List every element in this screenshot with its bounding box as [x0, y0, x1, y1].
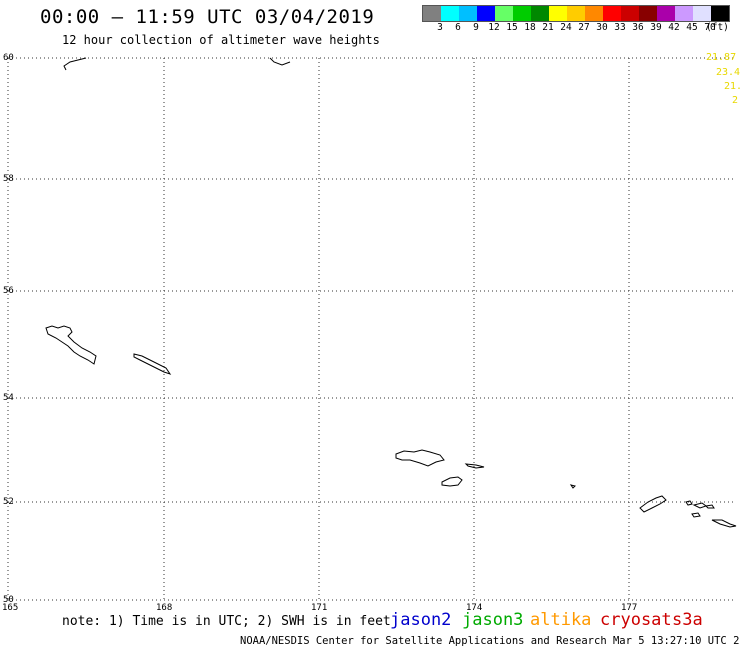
lon-label: 168	[156, 603, 172, 613]
lat-label: 54	[3, 393, 14, 403]
color-swatch	[621, 6, 639, 21]
color-swatch	[495, 6, 513, 21]
color-legend-label: 33	[614, 22, 626, 33]
color-swatch	[549, 6, 567, 21]
page-title: 00:00 – 11:59 UTC 03/04/2019	[40, 6, 375, 28]
lat-label: 60	[3, 53, 14, 63]
footer-credit: NOAA/NESDIS Center for Satellite Applica…	[240, 635, 740, 647]
wave-height-values: 21.87 23.4 21. 2	[706, 52, 740, 106]
latitude-labels: 60 58 56 54 52 50	[3, 53, 14, 605]
color-legend-label: 45	[686, 22, 698, 33]
coastlines	[45, 57, 737, 528]
color-legend-label: 42	[668, 22, 680, 33]
color-legend-label: 6	[455, 22, 461, 33]
color-legend-label: 70	[704, 22, 716, 33]
lon-label: 177	[621, 603, 637, 613]
color-legend-label: 12	[488, 22, 500, 33]
color-swatch	[513, 6, 531, 21]
color-swatch	[639, 6, 657, 21]
wave-value-label: 21.	[724, 81, 740, 92]
satellite-label-jason3: jason3	[462, 610, 524, 630]
color-legend-label: 21	[542, 22, 554, 33]
satellite-label-altika: altika	[530, 610, 592, 630]
lon-label: 165	[2, 603, 18, 613]
wave-value-label: 23.4	[716, 67, 740, 78]
lat-label: 50	[3, 595, 14, 605]
satellite-label-cryosat: cryosat	[600, 610, 672, 630]
color-legend-bar	[422, 5, 730, 22]
color-swatch	[657, 6, 675, 21]
color-swatch	[477, 6, 495, 21]
lat-label: 58	[3, 174, 14, 184]
lat-label: 52	[3, 497, 14, 507]
color-legend-label: 39	[650, 22, 662, 33]
color-legend-label: 24	[560, 22, 572, 33]
longitude-labels: 165 168 171 174 177	[2, 603, 637, 613]
color-legend-label: 9	[473, 22, 479, 33]
color-swatch	[585, 6, 603, 21]
color-swatch	[459, 6, 477, 21]
color-swatch	[567, 6, 585, 21]
satellite-label-jason2: jason2	[390, 610, 452, 630]
color-legend-label: 18	[524, 22, 536, 33]
color-swatch	[423, 6, 441, 21]
note-text: note: 1) Time is in UTC; 2) SWH is in fe…	[62, 614, 391, 629]
color-legend-label: 30	[596, 22, 608, 33]
color-swatch	[675, 6, 693, 21]
page-subtitle: 12 hour collection of altimeter wave hei…	[62, 33, 380, 47]
color-swatch	[711, 6, 729, 21]
color-swatch	[441, 6, 459, 21]
lon-label: 171	[311, 603, 327, 613]
wave-value-label: 21.87	[706, 52, 736, 63]
color-legend-label: 27	[578, 22, 590, 33]
color-legend-unit: (ft)	[706, 22, 729, 33]
color-legend-label: 3	[437, 22, 443, 33]
lat-label: 56	[3, 286, 14, 296]
color-swatch	[603, 6, 621, 21]
color-swatch	[531, 6, 549, 21]
satellite-label-s3a: s3a	[672, 610, 703, 630]
lon-label: 174	[466, 603, 482, 613]
color-legend-label: 15	[506, 22, 518, 33]
wave-value-label: 2	[732, 95, 738, 106]
color-legend-label: 36	[632, 22, 644, 33]
map-grid	[7, 57, 736, 601]
color-swatch	[693, 6, 711, 21]
